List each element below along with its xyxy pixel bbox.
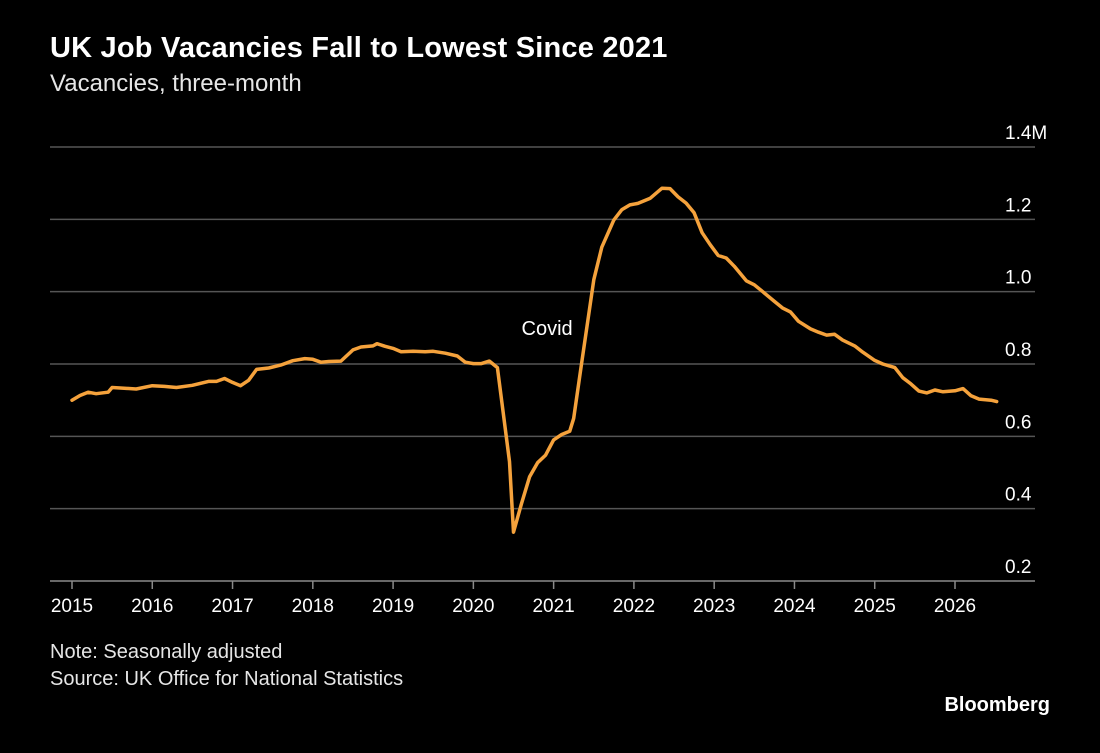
y-tick-label: 0.2 [1005,557,1031,578]
chart-note: Note: Seasonally adjusted [50,641,283,663]
gridlines [50,146,1035,582]
x-tick-label: 2022 [613,596,655,617]
y-tick-label: 1.0 [1005,268,1031,289]
x-tick-label: 2015 [51,596,93,617]
x-tick-label: 2018 [292,596,334,617]
y-tick-label: 1.2 [1005,195,1031,216]
series-line [70,186,999,534]
y-tick-label: 0.4 [1005,485,1032,506]
y-tick-label: 1.4M [1005,123,1047,144]
annotations: Covid [522,318,573,340]
x-tick-label: 2016 [131,596,173,617]
chart-subtitle: Vacancies, three-month [50,70,302,97]
y-axis-ticks: 0.2 0.4 0.6 0.8 1.0 1.2 1.4M [1005,123,1047,578]
x-tick-label: 2017 [211,596,253,617]
bloomberg-logo: Bloomberg [944,694,1050,716]
chart-title: UK Job Vacancies Fall to Lowest Since 20… [50,32,668,64]
x-tick-label: 2024 [773,596,816,617]
line-chart: 0.20.40.60.81.01.21.4M 2015 2016 2017 2018 2… [50,123,1047,617]
annotation-covid: Covid [522,318,573,340]
x-tick-label: 2019 [372,596,414,617]
x-tick-label: 2023 [693,596,735,617]
chart-source: Source: UK Office for National Statistic… [50,668,404,690]
x-tick-label: 2025 [854,596,896,617]
y-tick-label: 0.6 [1005,412,1031,433]
x-tick-label: 2020 [452,596,494,617]
series-group [70,186,999,534]
x-axis: 2015 2016 2017 2018 2019 2020 2021 2022 2023 2024… [51,581,976,617]
x-tick-label: 2026 [934,596,976,617]
x-tick-label: 2021 [532,596,574,617]
y-tick-label: 0.8 [1005,340,1031,361]
